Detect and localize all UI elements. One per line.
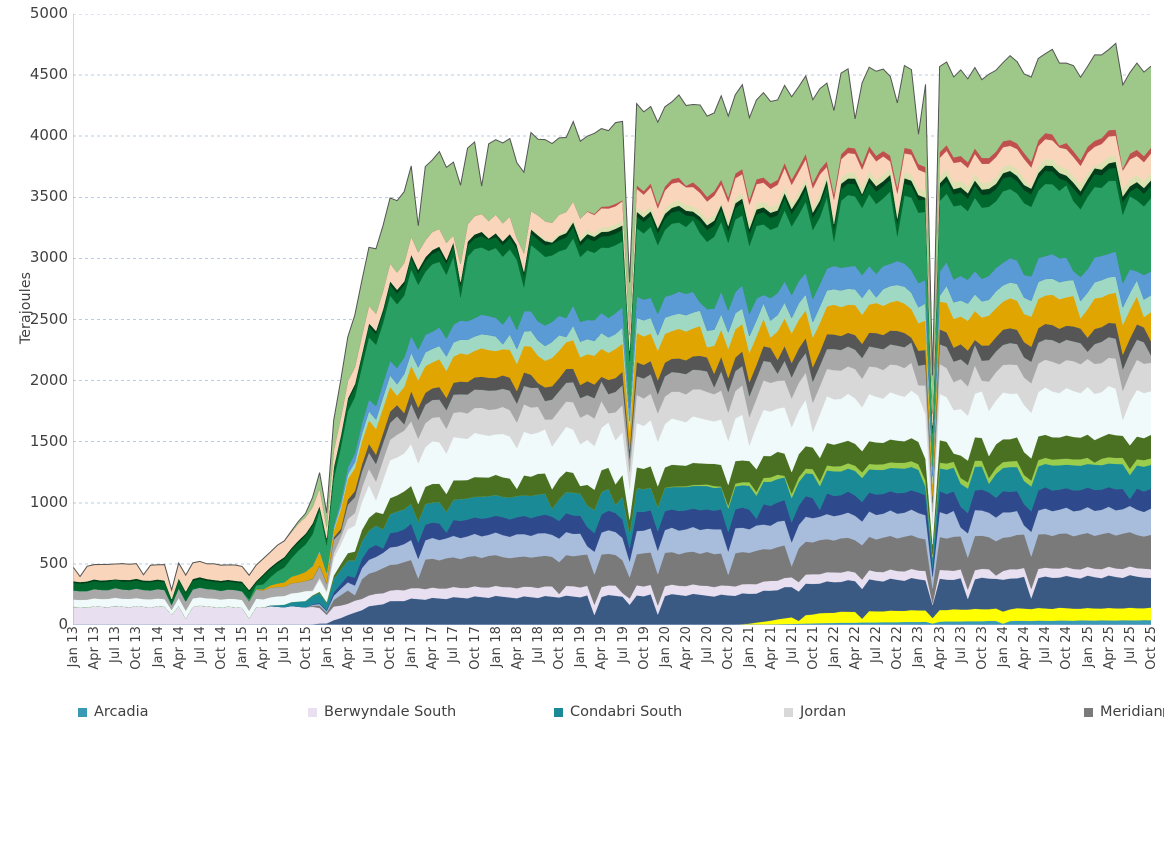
legend-item-label: Jordan: [800, 703, 847, 720]
legend-item[interactable]: Arcadia: [78, 703, 308, 721]
legend-item-label: Arcadia: [94, 703, 149, 720]
y-axis-tick-label: 2000: [29, 370, 68, 389]
x-axis-tick-label: Apr 15: [256, 626, 272, 670]
x-axis-tick-label: Oct 13: [129, 626, 145, 670]
plot-area: [73, 14, 1151, 625]
x-axis-tick-label: Apr 20: [678, 626, 694, 670]
x-axis-tick-label: Jan 17: [404, 626, 420, 668]
x-axis-tick-label: Apr 16: [340, 626, 356, 670]
area-band: [73, 607, 1151, 625]
y-axis-tick-label: 1000: [29, 492, 68, 511]
x-axis-tick-label: Jul 15: [277, 626, 293, 663]
x-axis-tick-label: Jan 14: [150, 626, 166, 668]
y-axis-tick-label: 1500: [29, 431, 68, 450]
x-axis-tick-label: Jul 24: [1038, 626, 1054, 663]
x-axis-tick-label: Oct 23: [974, 626, 990, 670]
legend-swatch-icon: [308, 707, 317, 717]
legend-swatch-icon: [554, 707, 563, 717]
chart-legend: Arcadia Berwyndale South Condabri South Jor…: [78, 703, 1164, 847]
x-axis-tick-label: Jan 15: [235, 626, 251, 668]
legend-item[interactable]: Condabri South: [554, 703, 784, 721]
x-axis-tick-label: Apr 19: [594, 626, 610, 670]
legend-swatch-icon: [1084, 707, 1093, 717]
x-axis-tick-label: Jan 19: [573, 626, 589, 668]
x-axis-tick-label: Oct 15: [298, 626, 314, 670]
legend-swatch-icon: [784, 707, 793, 717]
x-axis-tick-label: Jul 13: [108, 626, 124, 663]
x-axis-tick-label: Oct 21: [805, 626, 821, 670]
x-axis-tick-label: Jan 20: [657, 626, 673, 668]
y-axis-tick-label: 5000: [29, 4, 68, 22]
x-axis-tick-label: Apr 22: [848, 626, 864, 670]
y-axis-tick-label: 3000: [29, 248, 68, 267]
x-axis-tick-label: Oct 18: [552, 626, 568, 670]
legend-swatch-icon: [1162, 707, 1164, 717]
x-axis-tick-label: Jul 22: [869, 626, 885, 663]
x-axis-tick-label: Apr 17: [425, 626, 441, 670]
y-axis-tick-label: 2500: [29, 309, 68, 328]
x-axis-tick-label: Jan 24: [996, 626, 1012, 668]
x-axis-tick-label: Jan 22: [826, 626, 842, 668]
y-axis-tick-label: 0: [58, 615, 68, 633]
x-axis-tick-label: Oct 20: [721, 626, 737, 670]
x-axis-tick-label: Jul 19: [615, 626, 631, 663]
x-axis-tick-label: Oct 16: [383, 626, 399, 670]
x-axis-tick-label: Jul 17: [446, 626, 462, 663]
x-axis-tick-label: Oct 14: [213, 626, 229, 670]
x-axis-tick-label: Apr 25: [1101, 626, 1117, 670]
x-axis-tick-label: Jul 23: [953, 626, 969, 663]
x-axis-tick-label: Apr 24: [1017, 626, 1033, 670]
area-band: [73, 619, 1151, 625]
x-axis-tick-label: Apr 23: [932, 626, 948, 670]
legend-item-label: Berwyndale South: [324, 703, 457, 720]
x-axis-tick-label: Oct 25: [1144, 626, 1159, 670]
legend-item-label: Condabri South: [570, 703, 683, 720]
x-axis-tick-label: Apr 14: [171, 626, 187, 670]
legend-item[interactable]: Meridian: [1084, 703, 1163, 721]
y-axis-tick-label: 4000: [29, 126, 68, 145]
x-axis-tick-label: Oct 22: [890, 626, 906, 670]
x-axis-tick-label: Apr 13: [87, 626, 103, 670]
x-axis-tick-label: Jul 21: [784, 626, 800, 663]
y-axis-tick-label: 3500: [29, 187, 68, 206]
y-axis-tick-label: 4500: [29, 65, 68, 84]
y-axis-tick-label: 500: [39, 553, 68, 572]
x-axis-tick-label: Oct 17: [467, 626, 483, 670]
x-axis-tick-label: Jan 18: [488, 626, 504, 668]
total-outline: [73, 42, 1151, 592]
x-axis-tick-label: Jul 20: [700, 626, 716, 663]
x-axis-tick-label: Oct 19: [636, 626, 652, 670]
x-axis-tick-label: Jan 23: [911, 626, 927, 668]
x-axis-tick-label: Jan 13: [66, 626, 81, 668]
x-axis-tick-label: Apr 18: [509, 626, 525, 670]
x-axis-tick-label: Oct 24: [1059, 626, 1075, 670]
x-axis-tick-label: Apr 21: [763, 626, 779, 670]
legend-swatch-icon: [78, 707, 87, 717]
x-axis-tick-group: Jan 13 Apr 13 Jul 13 Oct 13 Jan 14 Apr 14 Jul …: [0, 626, 1164, 700]
x-axis-tick-label: Jan 25: [1080, 626, 1096, 668]
x-axis-tick-label: Jul 25: [1122, 626, 1138, 663]
x-axis-tick-label: Jan 16: [319, 626, 335, 668]
x-axis-tick-label: Jul 16: [361, 626, 377, 663]
x-axis-tick-label: Jan 21: [742, 626, 758, 668]
legend-item[interactable]: Rolleston: [1162, 703, 1164, 721]
x-axis-tick-label: Jul 14: [192, 626, 208, 663]
x-axis-tick-label: Jul 18: [531, 626, 547, 663]
y-axis-tick-group: 5000 4500 4000 3500 3000 2500 2000 1500 1000 500 0: [0, 0, 68, 640]
legend-item-label: Meridian: [1100, 703, 1163, 720]
legend-item[interactable]: Berwyndale South: [308, 703, 554, 721]
legend-item[interactable]: Jordan: [784, 703, 1084, 721]
